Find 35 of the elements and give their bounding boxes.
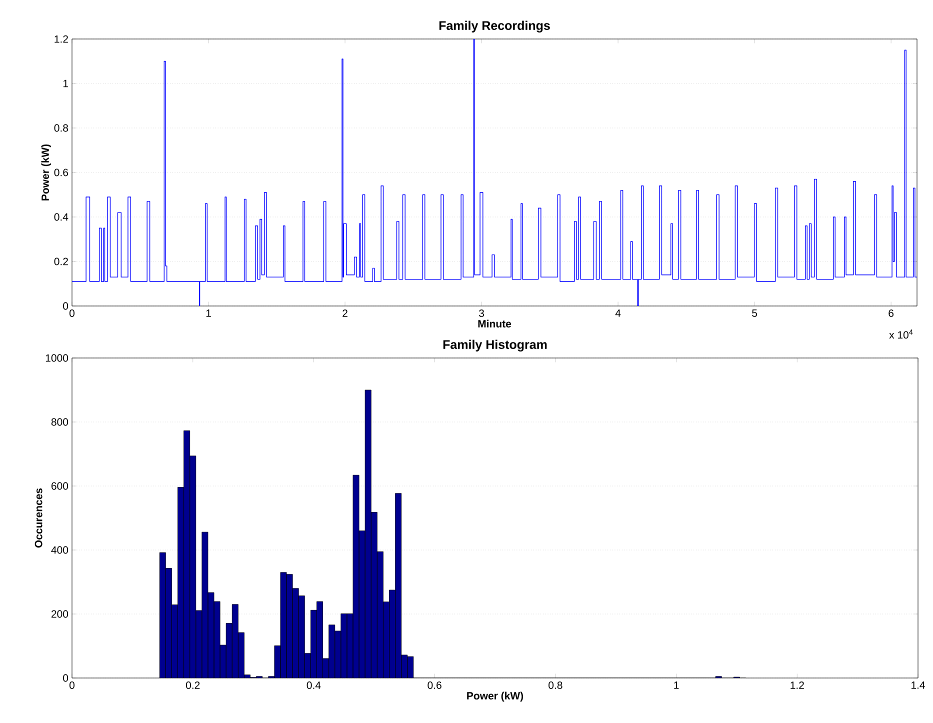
x-tick-label: 0 — [69, 310, 74, 317]
y-tick-label: 0.4 — [54, 213, 68, 221]
x-tick-label: 0.2 — [186, 682, 200, 689]
y-tick-label: 200 — [51, 610, 68, 618]
y-tick-label: 0 — [63, 302, 68, 310]
x-tick-label: 1 — [674, 682, 679, 689]
x-tick-label: 1.2 — [790, 682, 804, 689]
y-tick-label: 1 — [63, 80, 68, 88]
x-axis-title: Minute — [478, 320, 512, 328]
x-tick-label: 5 — [752, 310, 758, 317]
x-tick-label: 0.4 — [306, 682, 321, 689]
y-tick-label: 1.2 — [54, 35, 68, 43]
y-tick-label: 800 — [51, 418, 68, 426]
y-tick-label: 0.2 — [54, 258, 68, 266]
y-tick-label: 0.6 — [54, 168, 68, 176]
y-tick-label: 0 — [63, 674, 68, 682]
y-tick-label: 400 — [51, 546, 68, 554]
y-axis-title: Occurences — [34, 488, 42, 548]
x-tick-label: 0.8 — [548, 682, 562, 689]
y-tick-label: 1000 — [46, 354, 68, 362]
x-axis-title: Power (kW) — [467, 692, 524, 702]
x-tick-label: 4 — [615, 310, 621, 317]
x-tick-label: 1 — [206, 310, 211, 317]
x-tick-label: 0.6 — [428, 682, 442, 689]
chart-title: Family Histogram — [443, 340, 547, 352]
y-tick-label: 0.8 — [54, 124, 68, 132]
text: x 10$^{4}$ — [889, 330, 913, 339]
y-tick-label: 600 — [51, 482, 68, 490]
x-tick-label: 3 — [479, 310, 484, 317]
x-tick-label: 1.4 — [912, 682, 925, 689]
chart-title: Family Recordings — [439, 20, 550, 32]
x-tick-label: 0 — [69, 682, 74, 689]
x-tick-label: 6 — [888, 310, 894, 317]
y-axis-title: Power (kW) — [41, 144, 52, 200]
x-tick-label: 2 — [342, 310, 348, 317]
